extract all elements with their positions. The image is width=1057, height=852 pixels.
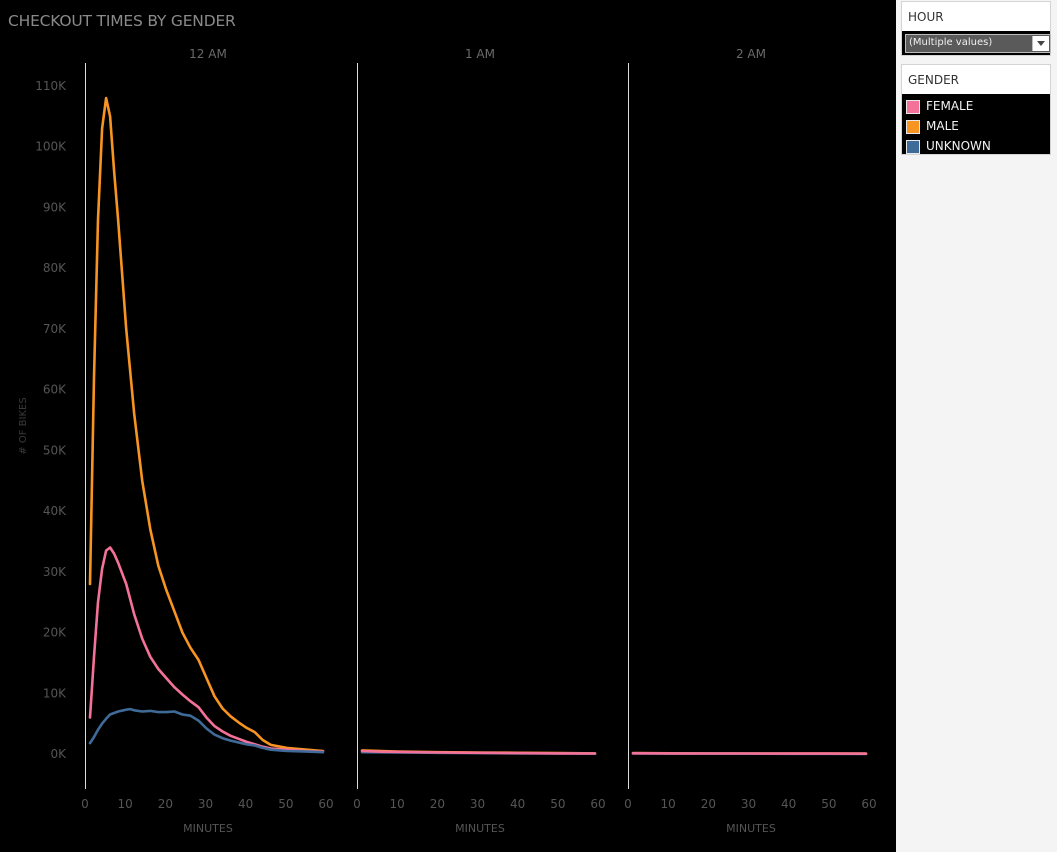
panel-header: 1 AM	[465, 47, 495, 61]
y-tick-label: 30K	[43, 565, 67, 579]
x-tick-label: 20	[158, 797, 173, 811]
x-tick-label: 30	[741, 797, 756, 811]
x-tick-label: 30	[470, 797, 485, 811]
x-tick-label: 40	[781, 797, 796, 811]
chart-title: CHECKOUT TIMES BY GENDER	[8, 12, 236, 30]
x-tick-label: 20	[430, 797, 445, 811]
x-tick-label: 40	[510, 797, 525, 811]
gender-legend-header: GENDER	[902, 65, 1050, 94]
legend-label-female: FEMALE	[926, 99, 974, 113]
x-axis-label: MINUTES	[455, 822, 505, 835]
hour-filter-value: (Multiple values)	[909, 37, 993, 48]
y-tick-label: 60K	[43, 383, 67, 397]
gender-legend-card: GENDER FEMALE MALE UNKNOWN	[901, 64, 1051, 155]
x-tick-label: 0	[81, 797, 89, 811]
y-tick-label: 20K	[43, 626, 67, 640]
hour-filter-card: HOUR (Multiple values)	[901, 1, 1051, 56]
series-line-female	[88, 546, 325, 753]
legend-label-male: MALE	[926, 119, 959, 133]
x-tick-label: 0	[353, 797, 361, 811]
series-line-unknown	[88, 707, 325, 754]
legend-label-unknown: UNKNOWN	[926, 139, 991, 153]
y-tick-label: 0K	[50, 747, 67, 761]
x-tick-label: 60	[590, 797, 605, 811]
x-tick-label: 0	[624, 797, 632, 811]
legend-item-female[interactable]: FEMALE	[904, 97, 1048, 117]
x-tick-label: 60	[861, 797, 876, 811]
x-tick-label: 40	[238, 797, 253, 811]
x-axis-label: MINUTES	[183, 822, 233, 835]
y-tick-label: 40K	[43, 504, 67, 518]
y-tick-label: 50K	[43, 443, 67, 457]
gender-legend-list: FEMALE MALE UNKNOWN	[904, 97, 1048, 157]
y-tick-label: 110K	[35, 79, 67, 93]
legend-item-unknown[interactable]: UNKNOWN	[904, 137, 1048, 157]
x-axis-label: MINUTES	[726, 822, 776, 835]
hour-filter-dropdown[interactable]: (Multiple values)	[905, 34, 1051, 53]
chevron-down-icon[interactable]	[1032, 36, 1049, 51]
x-tick-label: 60	[318, 797, 333, 811]
line-chart: # OF BIKES 0K 10K 20K 30K 40K 50K 60K 70K 80K 90K 1…	[18, 47, 877, 835]
x-tick-label: 10	[390, 797, 405, 811]
x-tick-label: 10	[661, 797, 676, 811]
legend-swatch-unknown	[906, 140, 920, 154]
y-tick-label: 100K	[35, 140, 67, 154]
legend-swatch-male	[906, 120, 920, 134]
y-tick-label: 10K	[43, 686, 67, 700]
x-tick-label: 50	[821, 797, 836, 811]
y-tick-label: 90K	[43, 200, 67, 214]
panel-header: 2 AM	[736, 47, 766, 61]
chart-area: CHECKOUT TIMES BY GENDER # OF BIKES 0K 10K…	[8, 12, 877, 835]
series-line-female	[360, 749, 597, 755]
x-tick-label: 50	[278, 797, 293, 811]
y-tick-label: 80K	[43, 261, 67, 275]
y-axis-label: # OF BIKES	[18, 397, 29, 454]
hour-filter-header: HOUR	[902, 2, 1050, 31]
x-tick-label: 50	[550, 797, 565, 811]
legend-swatch-female	[906, 100, 920, 114]
panel-header: 12 AM	[189, 47, 227, 61]
side-panel: HOUR (Multiple values) GENDER FEMALE MAL…	[896, 0, 1057, 852]
x-tick-label: 10	[118, 797, 133, 811]
series-line-male	[88, 96, 325, 753]
x-tick-label: 30	[198, 797, 213, 811]
legend-item-male[interactable]: MALE	[904, 117, 1048, 137]
x-tick-label: 20	[701, 797, 716, 811]
y-tick-label: 70K	[43, 322, 67, 336]
